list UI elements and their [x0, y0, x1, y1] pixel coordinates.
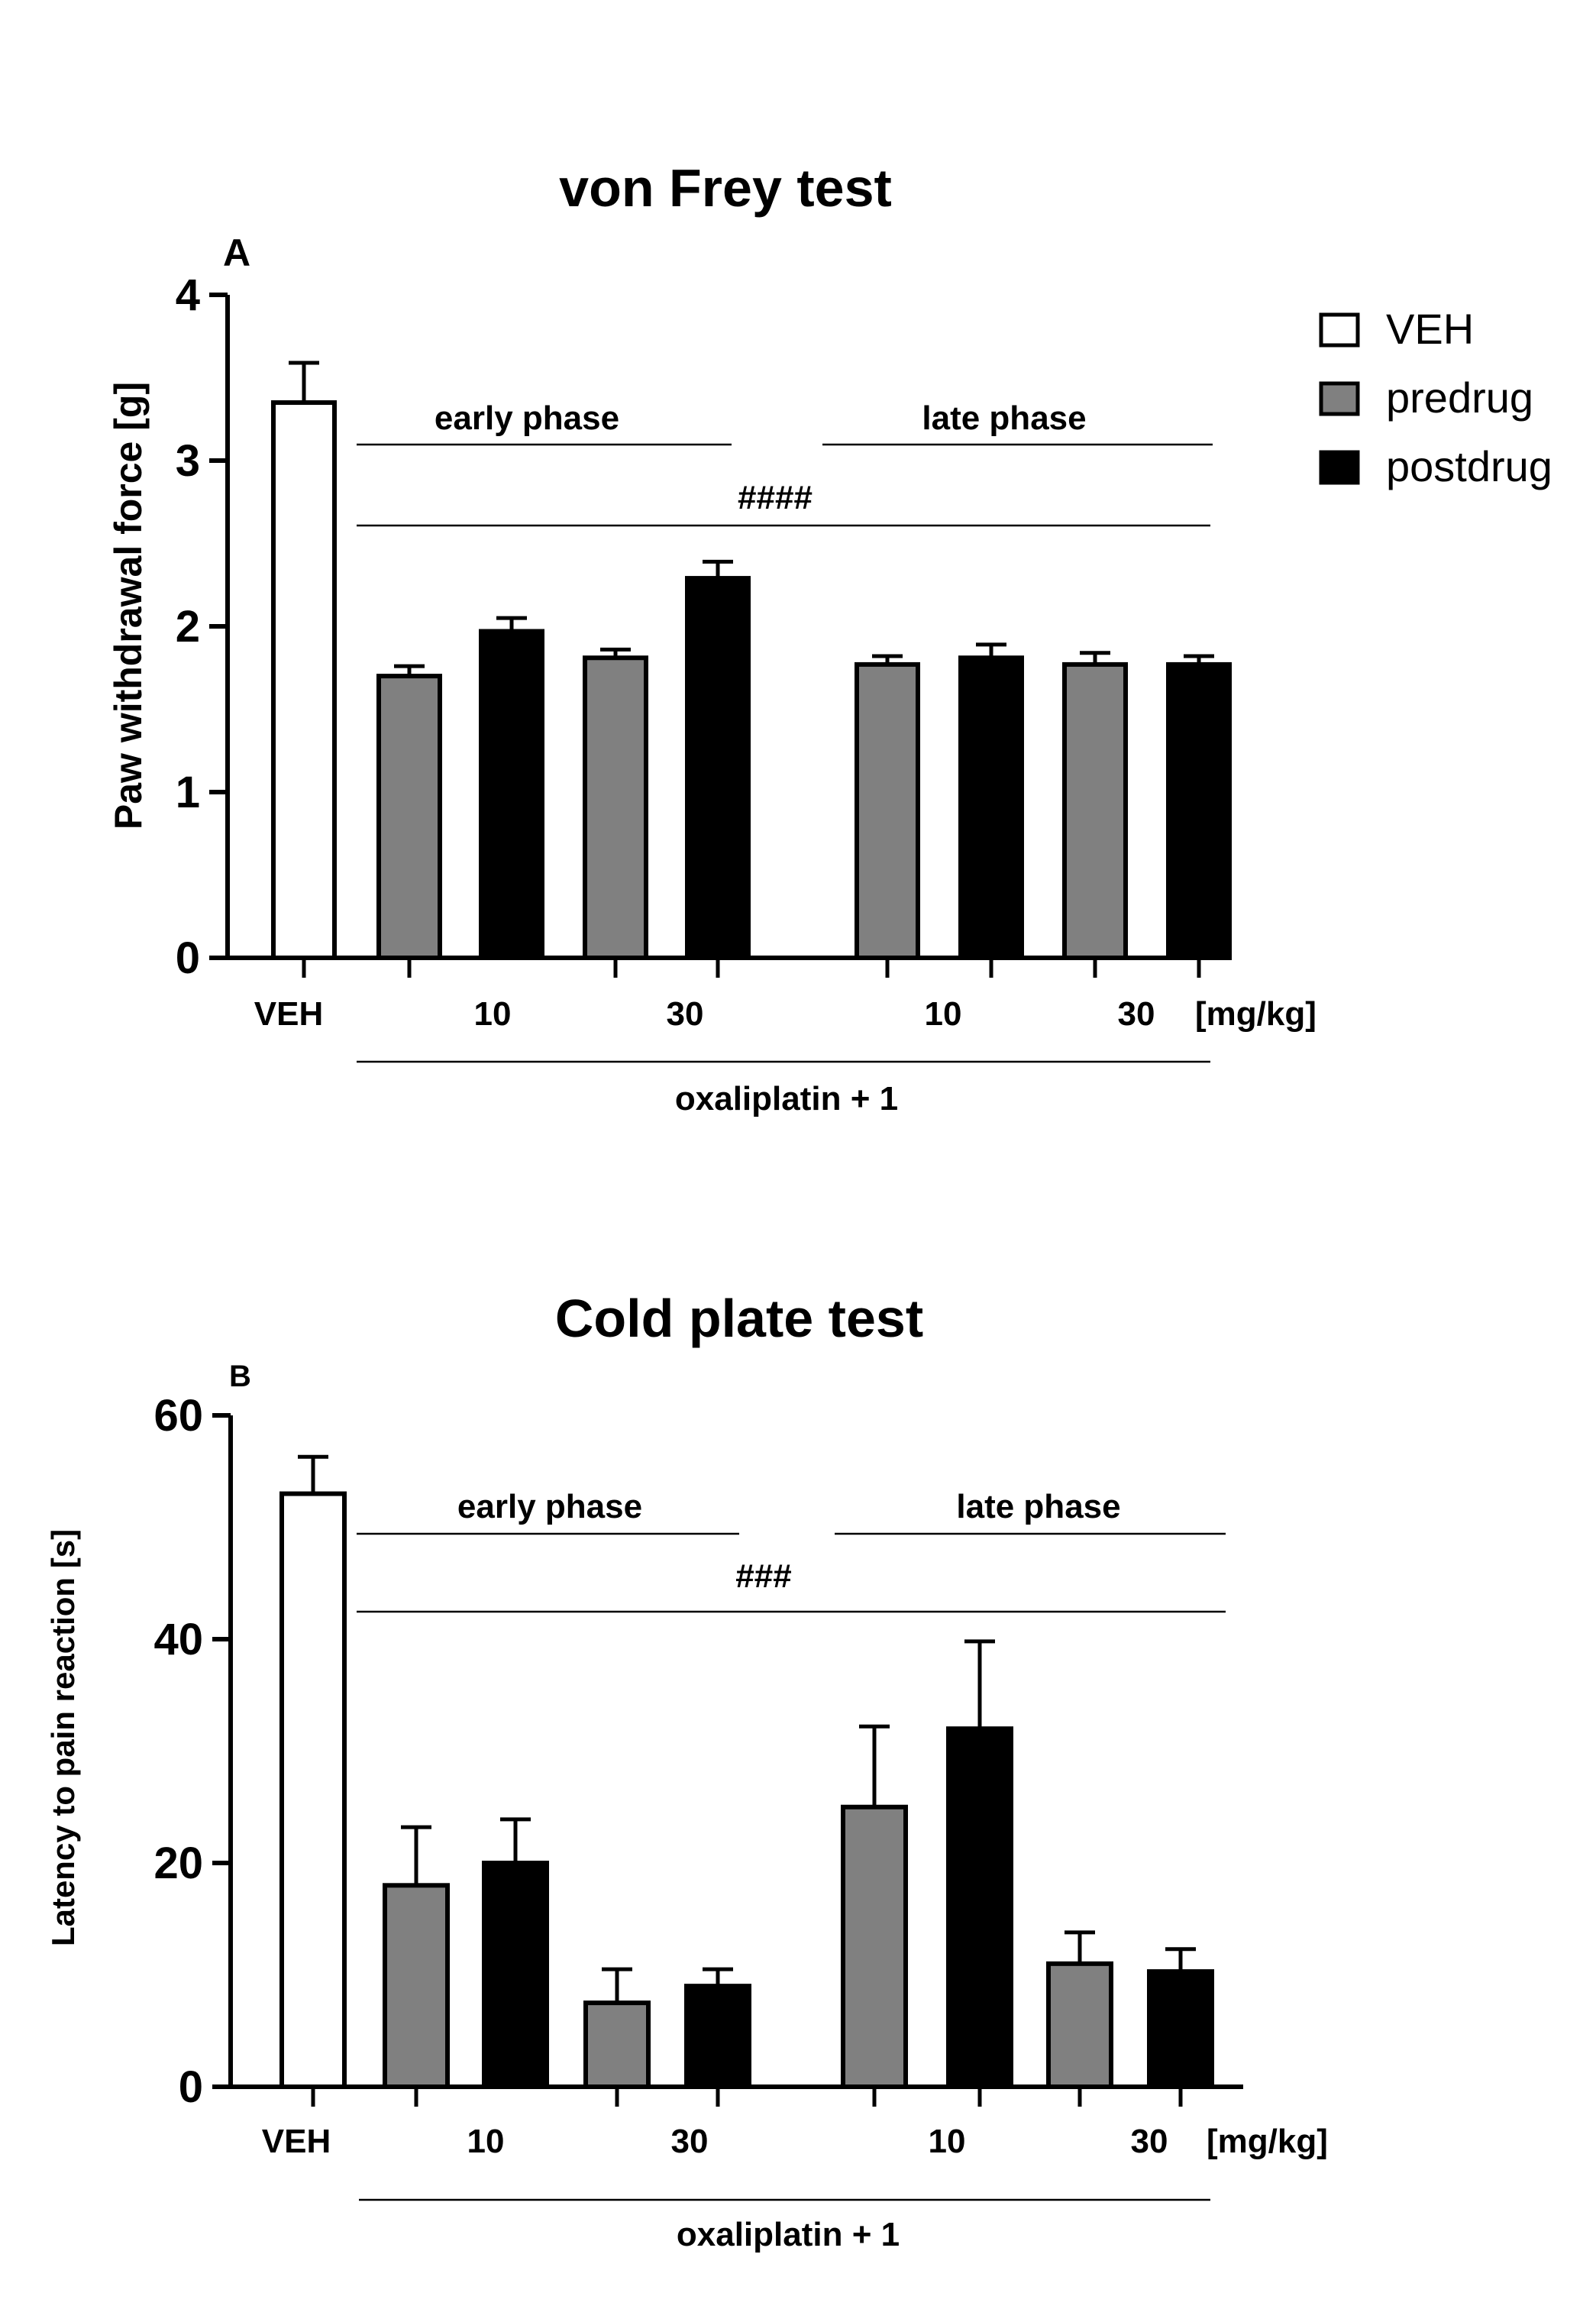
panel-b-bar-predrug [383, 1883, 450, 2090]
panel-b-bar-postdrug [684, 1984, 751, 2089]
panel-b-bar-postdrug [946, 1726, 1013, 2089]
panel-b-x-tick-label-veh: VEH [262, 2123, 331, 2160]
panel-b-cold-plate: Cold plate test B Latency to pain reacti… [45, 1289, 1328, 2253]
panel-a-x-tick-label-veh: VEH [254, 995, 323, 1033]
legend-swatch-postdrug [1319, 450, 1360, 485]
panel-b-significance: ### [735, 1557, 791, 1595]
panel-b-x-tick-label-early-10: 10 [467, 2123, 505, 2160]
panel-a-x-tick-label-early-10: 10 [474, 995, 512, 1033]
panel-a-early-phase-label: early phase [435, 399, 619, 437]
panel-a-y-tick-label: 1 [176, 768, 200, 817]
panel-a-y-tick-label: 3 [176, 436, 200, 486]
panel-b-y-tick-label: 0 [179, 2062, 203, 2112]
panel-a-bar-veh [271, 400, 337, 960]
panel-a-group-label: oxaliplatin + 1 [675, 1080, 898, 1117]
legend-label-predrug: predrug [1386, 374, 1533, 422]
panel-a-von-frey: von Frey test A Paw withdrawal force [g]… [107, 158, 1317, 1117]
panel-a-y-tick-label: 2 [176, 602, 200, 652]
panel-a-x-tick-label-early-30: 30 [667, 995, 704, 1033]
panel-b-bar-postdrug [1147, 1969, 1214, 2089]
panel-a-bar-predrug [1062, 661, 1128, 960]
panel-b-late-phase-label: late phase [956, 1488, 1120, 1525]
panel-b-bar-predrug [583, 2000, 651, 2089]
panel-a-bar-postdrug [1166, 661, 1232, 960]
panel-b-bar-predrug [1046, 1961, 1113, 2090]
legend-label-postdrug: postdrug [1386, 442, 1552, 490]
panel-b-group-label: oxaliplatin + 1 [677, 2216, 900, 2253]
panel-a-x-tick-label-late-10: 10 [925, 995, 962, 1033]
panel-a-bar-predrug [583, 655, 648, 960]
legend-swatch-veh [1319, 312, 1360, 348]
panel-b-letter: B [229, 1360, 251, 1393]
panel-b-bar-postdrug [482, 1861, 549, 2089]
panel-b-bar-predrug [841, 1804, 908, 2089]
panel-a-y-tick-label: 4 [176, 270, 200, 320]
panel-a-x-tick-label-late-30: 30 [1118, 995, 1155, 1033]
panel-a-bar-postdrug [958, 655, 1024, 960]
panel-b-bar-veh [279, 1491, 347, 2090]
panel-b-y-tick-label: 20 [153, 1839, 203, 1888]
legend-swatch-predrug [1319, 381, 1360, 416]
panel-a-significance: #### [738, 479, 813, 516]
panel-a-y-tick-label: 0 [176, 933, 200, 983]
legend-label-veh: VEH [1386, 305, 1474, 353]
panel-b-x-unit: [mg/kg] [1207, 2123, 1328, 2160]
panel-b-x-tick-label-late-30: 30 [1131, 2123, 1168, 2160]
panel-b-y-axis-label: Latency to pain reaction [s] [45, 1529, 81, 1946]
panel-b-title: Cold plate test [555, 1289, 923, 1348]
panel-b-y-tick-label: 40 [153, 1615, 203, 1664]
panel-a-bar-predrug [376, 674, 442, 960]
panel-b-y-tick-label: 60 [153, 1391, 203, 1441]
panel-b-early-phase-label: early phase [457, 1488, 642, 1525]
panel-a-bar-postdrug [479, 629, 544, 960]
panel-a-bar-postdrug [685, 576, 751, 960]
panel-a-letter: A [223, 231, 250, 274]
panel-b-x-tick-label-early-30: 30 [671, 2123, 709, 2160]
panel-a-bar-predrug [855, 661, 920, 960]
panel-a-title: von Frey test [559, 158, 892, 218]
legend: VEH predrug postdrug [1319, 305, 1552, 490]
panel-a-late-phase-label: late phase [922, 399, 1086, 437]
panel-b-x-tick-label-late-10: 10 [929, 2123, 966, 2160]
panel-a-x-unit: [mg/kg] [1195, 995, 1317, 1033]
panel-a-y-axis-label: Paw withdrawal force [g] [107, 382, 150, 830]
